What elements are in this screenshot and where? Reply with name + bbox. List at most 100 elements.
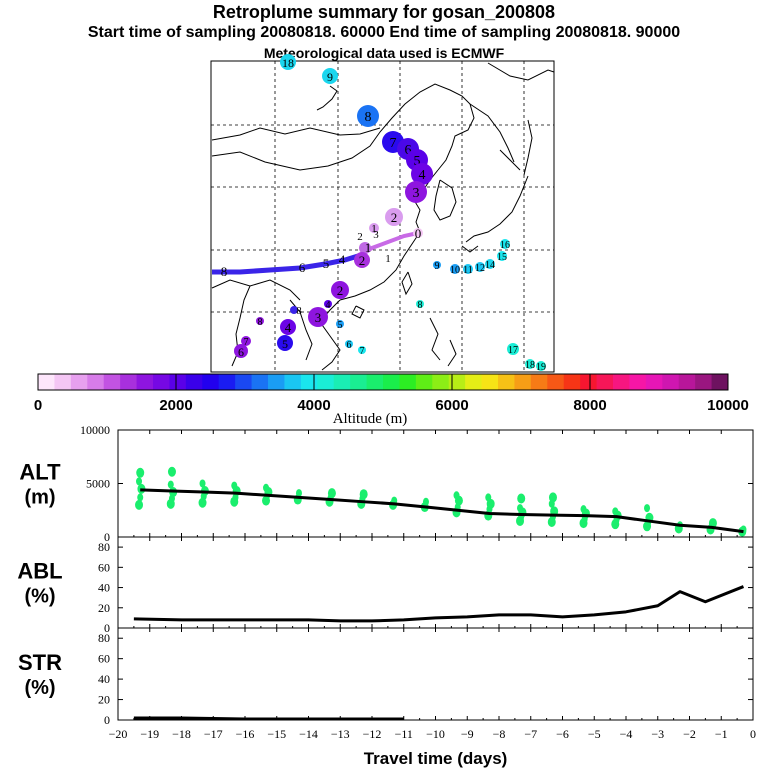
x-tick-label: −1: [715, 727, 728, 741]
colorbar-cell: [169, 374, 187, 390]
colorbar-cell: [547, 374, 565, 390]
cluster-label: 19: [536, 362, 546, 373]
panel-frame: [117, 627, 754, 721]
cluster-circle: 16: [500, 239, 510, 251]
altitude-spread-point: [517, 504, 524, 513]
colorbar-cell: [235, 374, 253, 390]
colorbar-tick-label: 4000: [297, 397, 330, 414]
colorbar-cell: [54, 374, 72, 390]
altitude-spread-point: [644, 504, 651, 513]
colorbar-cell: [383, 374, 400, 390]
colorbar-cell: [366, 374, 384, 390]
cluster-label: 16: [500, 240, 510, 251]
cluster-label: 15: [497, 252, 507, 263]
cluster-label: 1: [371, 223, 377, 235]
colorbar-cell: [432, 374, 450, 390]
cluster-circle: 1: [369, 223, 379, 235]
colorbar-cell: [300, 374, 318, 390]
y-tick-label: 80: [98, 631, 110, 645]
cluster-label: 8: [258, 317, 263, 328]
colorbar-cell: [333, 374, 351, 390]
cluster-label: 3: [413, 186, 420, 201]
colorbar-cell: [185, 374, 203, 390]
cluster-circle: 19: [536, 361, 546, 373]
cluster-circle: 4: [280, 319, 296, 335]
x-tick-label: −20: [109, 727, 128, 741]
colorbar-cell: [481, 374, 499, 390]
colorbar-cell: [202, 374, 220, 390]
cluster-label: 6: [347, 340, 352, 351]
cluster-circle: 9: [322, 68, 338, 84]
y-axis-label: STR: [18, 650, 62, 675]
x-tick-label: −18: [172, 727, 191, 741]
x-tick-label: −15: [267, 727, 286, 741]
cluster-label: 11: [463, 265, 473, 276]
cluster-label: 2: [337, 283, 344, 298]
meteorology-subtitle: Meteorological data used is ECMWF: [263, 45, 505, 61]
altitude-spread-point: [135, 499, 144, 510]
x-tick-label: −9: [461, 727, 474, 741]
altitude-spread-point: [580, 505, 587, 514]
altitude-spread-point: [231, 481, 238, 490]
x-tick-label: 0: [750, 727, 756, 741]
colorbar-cell: [350, 374, 368, 390]
x-tick-label: −2: [683, 727, 696, 741]
colorbar-cell: [465, 374, 483, 390]
cluster-label: 6: [238, 345, 244, 359]
y-axis-label: (m): [24, 487, 55, 509]
cluster-circle: 18: [280, 54, 296, 70]
colorbar-cell: [251, 374, 269, 390]
colorbar-cell: [103, 374, 121, 390]
cluster-label: 7: [390, 136, 397, 151]
colorbar-tick-label: 10000: [707, 397, 749, 414]
colorbar-cell: [284, 374, 302, 390]
cluster-circle: 4: [411, 163, 433, 185]
colorbar-cell: [645, 374, 663, 390]
cluster-label: 2: [391, 210, 398, 225]
cluster-label: 5: [338, 320, 343, 331]
colorbar-cell: [613, 374, 630, 390]
altitude-spread-point: [485, 493, 492, 502]
cluster-label: 1: [365, 240, 372, 255]
colorbar-cell: [136, 374, 154, 390]
cluster-circle: 12: [475, 262, 485, 274]
x-tick-label: −11: [395, 727, 413, 741]
track-label: 8: [221, 264, 228, 279]
cluster-circle: 17: [507, 343, 519, 356]
series-line-alt: [140, 488, 744, 534]
cluster-label: 6: [405, 143, 412, 158]
x-tick-label: −7: [524, 727, 537, 741]
x-tick-label: −8: [493, 727, 506, 741]
cluster-label: 7: [360, 346, 365, 357]
plume-clusters: 18 9 8 7 6 5 4 3 2 1 0 1 2 2 3 4 5 6 7 8…: [221, 54, 546, 373]
colorbar-tick-label: 2000: [159, 397, 192, 414]
altitude-spread-point: [199, 479, 206, 488]
cluster-circle: 15: [497, 251, 507, 263]
colorbar-cell: [695, 374, 713, 390]
colorbar-cell: [317, 374, 335, 390]
x-tick-label: −6: [556, 727, 569, 741]
map-frame: [210, 60, 555, 373]
y-axis-label: ALT: [19, 460, 61, 485]
track-label: 1: [385, 253, 391, 265]
x-tick-label: −5: [588, 727, 601, 741]
altitude-spread-point: [167, 480, 174, 489]
altitude-spread-point: [517, 493, 526, 504]
x-tick-label: −4: [620, 727, 633, 741]
x-tick-label: −13: [331, 727, 350, 741]
chart-title: Retroplume summary for gosan_200808: [212, 2, 556, 22]
altitude-spread-point: [708, 518, 717, 529]
colorbar-cell: [38, 374, 55, 390]
colorbar-cell: [563, 374, 581, 390]
colorbar-cell: [580, 374, 598, 390]
colorbar-tick-label: 6000: [435, 397, 468, 414]
cluster-label: 3: [315, 310, 322, 325]
altitude-spread-point: [327, 488, 336, 499]
y-tick-label: 20: [98, 693, 110, 707]
colorbar-cell: [399, 374, 417, 390]
x-axis-label: Travel time (days): [364, 749, 508, 768]
cluster-label: 17: [508, 345, 518, 356]
track-label: 5: [323, 256, 330, 271]
cluster-label: 9: [327, 70, 333, 84]
cluster-label: 0: [415, 226, 422, 241]
